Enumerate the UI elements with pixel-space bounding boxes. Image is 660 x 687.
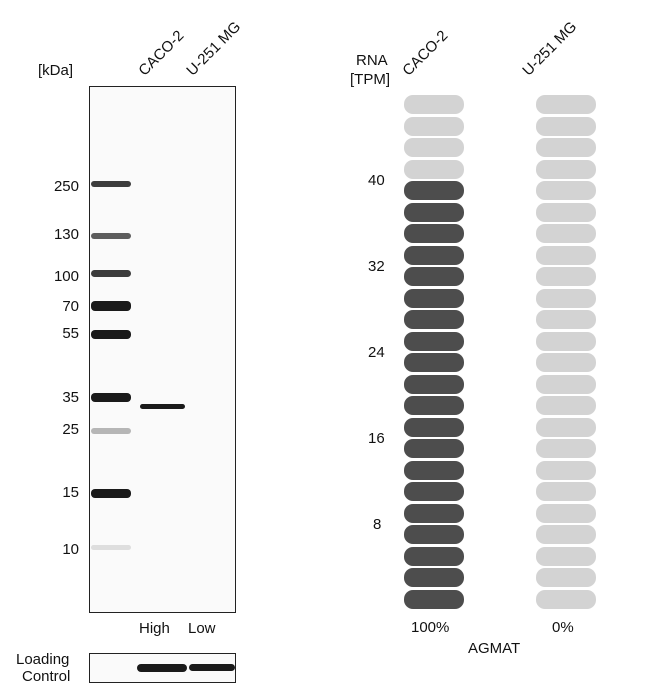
rna-segment — [404, 417, 464, 437]
mw-label-70: 70 — [62, 298, 79, 315]
loading-control-membrane — [89, 653, 236, 683]
loading-control-label-line1: Loading — [16, 651, 70, 668]
kda-label: [kDa] — [38, 62, 74, 79]
rna-axis-label-line2: [TPM] — [350, 71, 390, 88]
rna-segment — [536, 310, 596, 329]
ladder-band-250 — [91, 181, 131, 187]
rna-segment — [404, 310, 464, 329]
ladder-band-55 — [91, 330, 131, 339]
rna-segment — [404, 503, 464, 523]
rna-segment — [536, 525, 596, 544]
rna-segment — [536, 95, 596, 114]
rna-segment — [404, 589, 464, 609]
rna-segment — [536, 245, 596, 265]
ladder-band-15 — [91, 489, 131, 498]
ladder-band-25 — [91, 428, 131, 434]
rna-tick-8: 8 — [373, 516, 382, 533]
rna-segment — [404, 482, 464, 501]
rna-segment — [536, 288, 596, 308]
mw-label-35: 35 — [62, 389, 79, 406]
rna-segment — [536, 138, 596, 157]
rna-segment — [404, 138, 464, 157]
rna-segment — [536, 116, 596, 136]
lane-level-high: High — [139, 620, 170, 637]
rna-segment — [536, 353, 596, 372]
rna-column-label-caco2: CACO-2 — [399, 27, 452, 80]
mw-label-25: 25 — [62, 421, 79, 438]
rna-segment — [404, 159, 464, 179]
mw-label-100: 100 — [53, 268, 79, 285]
rna-segment — [404, 331, 464, 351]
rna-segment — [404, 245, 464, 265]
ladder-band-130 — [91, 233, 131, 239]
lane-level-low: Low — [188, 620, 216, 637]
rna-segment — [404, 288, 464, 308]
rna-segment — [536, 589, 596, 609]
rna-segment — [404, 460, 464, 480]
rna-column-u251 — [536, 95, 596, 609]
rna-segment — [404, 181, 464, 200]
mw-label-10: 10 — [62, 541, 79, 558]
rna-column-caco2 — [404, 95, 464, 609]
rna-segment — [404, 546, 464, 566]
rna-segment — [536, 374, 596, 394]
rna-segment — [536, 267, 596, 286]
rna-segment — [536, 159, 596, 179]
rna-segment — [404, 525, 464, 544]
lane-label-caco2: CACO-2 — [135, 27, 188, 80]
sample-band-caco2 — [140, 404, 185, 409]
rna-tick-40: 40 — [368, 172, 385, 189]
rna-segment — [404, 224, 464, 243]
western-blot-membrane — [89, 86, 236, 613]
rna-tick-32: 32 — [368, 258, 385, 275]
ladder-band-70 — [91, 301, 131, 311]
mw-label-55: 55 — [62, 325, 79, 342]
rna-segment — [536, 482, 596, 501]
mw-label-15: 15 — [62, 484, 79, 501]
rna-segment — [536, 202, 596, 222]
rna-segment — [536, 331, 596, 351]
rna-segment — [536, 439, 596, 458]
loading-control-label-line2: Control — [22, 668, 71, 685]
rna-segment — [404, 568, 464, 587]
rna-segment — [404, 202, 464, 222]
rna-percent-u251: 0% — [552, 619, 574, 636]
ladder-band-35 — [91, 393, 131, 402]
rna-segment — [536, 460, 596, 480]
rna-segment — [404, 374, 464, 394]
rna-percent-caco2: 100% — [411, 619, 450, 636]
rna-segment — [404, 396, 464, 415]
rna-segment — [536, 503, 596, 523]
rna-tick-16: 16 — [368, 430, 385, 447]
rna-segment — [404, 95, 464, 114]
rna-segment — [536, 224, 596, 243]
rna-segment — [536, 417, 596, 437]
rna-segment — [536, 568, 596, 587]
rna-segment — [404, 116, 464, 136]
mw-label-250: 250 — [53, 178, 79, 195]
rna-column-label-u251: U-251 MG — [519, 18, 581, 80]
rna-segment — [404, 353, 464, 372]
gene-name: AGMAT — [468, 640, 521, 657]
mw-label-130: 130 — [53, 226, 79, 243]
rna-segment — [404, 267, 464, 286]
loading-band-caco2 — [137, 664, 187, 672]
loading-band-u251 — [189, 664, 235, 671]
rna-segment — [536, 181, 596, 200]
lane-label-u251: U-251 MG — [183, 18, 245, 80]
rna-segment — [536, 396, 596, 415]
rna-tick-24: 24 — [368, 344, 385, 361]
ladder-band-10 — [91, 545, 131, 550]
ladder-band-100 — [91, 270, 131, 277]
rna-segment — [404, 439, 464, 458]
rna-segment — [536, 546, 596, 566]
rna-axis-label-line1: RNA — [356, 52, 388, 69]
